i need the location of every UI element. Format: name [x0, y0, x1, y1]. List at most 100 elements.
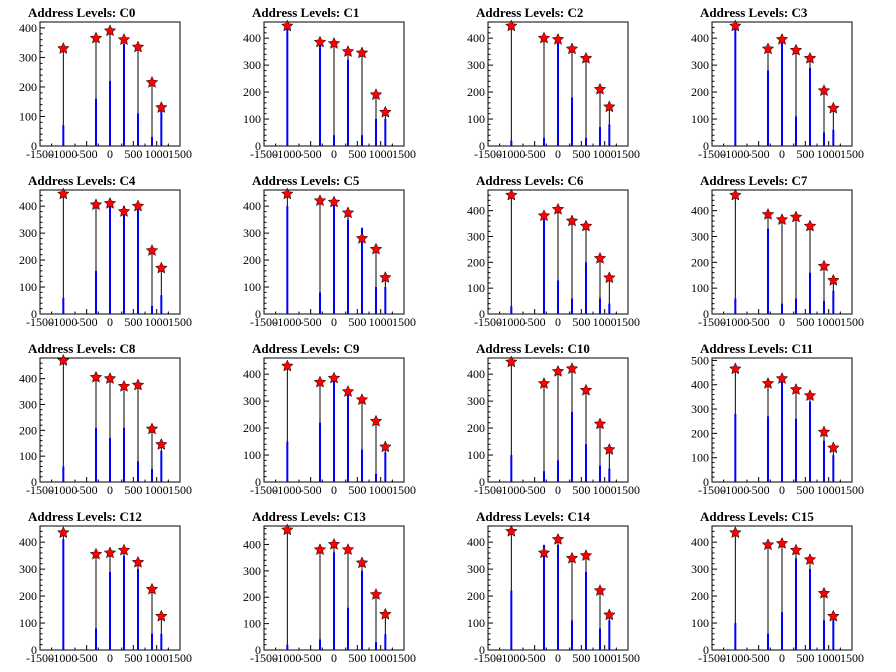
bar: [333, 380, 335, 482]
x-tick-label: 500: [796, 315, 814, 329]
x-tick-label: -1000: [49, 651, 77, 665]
x-tick-label: -1000: [49, 147, 77, 161]
x-tick-label: 1000: [369, 315, 393, 329]
y-tick-label: 400: [467, 535, 485, 549]
y-tick-label: 0: [479, 139, 485, 153]
peak-marker: [103, 372, 117, 385]
x-tick-label: 0: [779, 483, 785, 497]
panel-title: Address Levels: C2: [476, 5, 583, 20]
y-tick-label: 400: [467, 31, 485, 45]
peak-marker: [117, 543, 131, 556]
y-tick-label: 400: [243, 31, 261, 45]
peak-marker: [827, 441, 840, 454]
x-tick-label: 0: [555, 315, 561, 329]
y-tick-label: 200: [691, 85, 709, 99]
y-tick-label: 0: [31, 139, 37, 153]
x-tick-label: 500: [572, 315, 590, 329]
x-tick-label: 0: [331, 651, 337, 665]
x-tick-label: 1500: [616, 147, 640, 161]
peak-marker: [313, 375, 327, 388]
peak-marker: [131, 378, 145, 391]
x-tick-label: -500: [748, 483, 770, 497]
bar: [286, 27, 289, 146]
y-tick-label: 200: [19, 589, 37, 603]
x-tick-label: 500: [572, 483, 590, 497]
x-tick-label: -500: [300, 147, 322, 161]
y-tick-label: 0: [703, 139, 709, 153]
y-tick-label: 300: [243, 394, 261, 408]
peak-marker: [729, 19, 742, 32]
bar: [151, 469, 153, 482]
bar: [734, 298, 737, 314]
x-tick-label: -500: [76, 483, 98, 497]
peak-marker: [103, 546, 117, 559]
x-tick-label: -1500: [250, 315, 278, 329]
peak-marker: [131, 555, 145, 568]
peak-marker: [155, 101, 168, 113]
peak-marker: [817, 84, 831, 97]
peak-marker: [803, 51, 817, 64]
peak-marker: [803, 219, 817, 232]
bar: [347, 607, 349, 650]
bar: [781, 382, 783, 482]
x-tick-label: -1000: [721, 483, 749, 497]
bar: [384, 287, 387, 314]
bar: [585, 137, 587, 146]
peak-marker: [281, 523, 294, 536]
y-tick-label: 100: [691, 616, 709, 630]
peak-marker: [565, 362, 579, 375]
bar: [151, 137, 153, 146]
y-tick-label: 300: [19, 50, 37, 64]
peak-marker: [803, 553, 817, 566]
peak-marker: [341, 543, 355, 556]
bar: [809, 401, 811, 482]
x-tick-label: 1000: [817, 483, 841, 497]
panel-title: Address Levels: C11: [700, 341, 813, 356]
x-tick-label: 1500: [392, 315, 416, 329]
x-tick-label: 500: [348, 483, 366, 497]
y-tick-label: 400: [19, 21, 37, 35]
peak-marker: [145, 582, 159, 595]
peak-marker: [379, 105, 392, 118]
bar: [608, 303, 611, 314]
peak-marker: [355, 231, 369, 244]
peak-marker: [341, 206, 355, 219]
x-tick-label: -1500: [250, 651, 278, 665]
y-tick-label: 100: [243, 112, 261, 126]
bar: [384, 452, 387, 482]
x-tick-label: 500: [124, 483, 142, 497]
x-tick-label: -1500: [250, 147, 278, 161]
peak-marker: [103, 196, 117, 209]
peak-marker: [369, 88, 383, 101]
y-tick-label: 300: [19, 562, 37, 576]
peak-marker: [89, 31, 103, 44]
peak-marker: [775, 213, 789, 226]
y-tick-label: 100: [691, 112, 709, 126]
x-tick-label: 0: [555, 483, 561, 497]
panel-6: Address Levels: C6 0 100 200 300 400 -1500-100…: [467, 173, 640, 329]
bar: [95, 98, 97, 146]
peak-marker: [551, 532, 565, 545]
bar: [543, 137, 545, 146]
x-tick-label: 1500: [392, 483, 416, 497]
x-tick-label: -1500: [474, 315, 502, 329]
x-tick-label: 1000: [145, 147, 169, 161]
peak-marker: [57, 526, 70, 539]
peak-marker: [131, 199, 145, 212]
bar: [361, 570, 363, 650]
peak-marker: [155, 437, 168, 450]
panel-title: Address Levels: C9: [252, 341, 360, 356]
x-tick-label: -1000: [273, 147, 301, 161]
panel-10: Address Levels: C10 0 100 200 300 400 -1500-10…: [467, 341, 640, 497]
bar: [319, 422, 321, 482]
y-tick-label: 0: [703, 475, 709, 489]
x-tick-label: 1500: [616, 315, 640, 329]
x-tick-label: 1500: [168, 483, 192, 497]
y-tick-label: 100: [19, 449, 37, 463]
x-tick-label: -1500: [26, 315, 54, 329]
bar: [160, 451, 163, 482]
peak-marker: [369, 587, 383, 600]
x-tick-label: 1500: [168, 147, 192, 161]
peak-marker: [789, 43, 803, 56]
bar: [123, 206, 125, 314]
